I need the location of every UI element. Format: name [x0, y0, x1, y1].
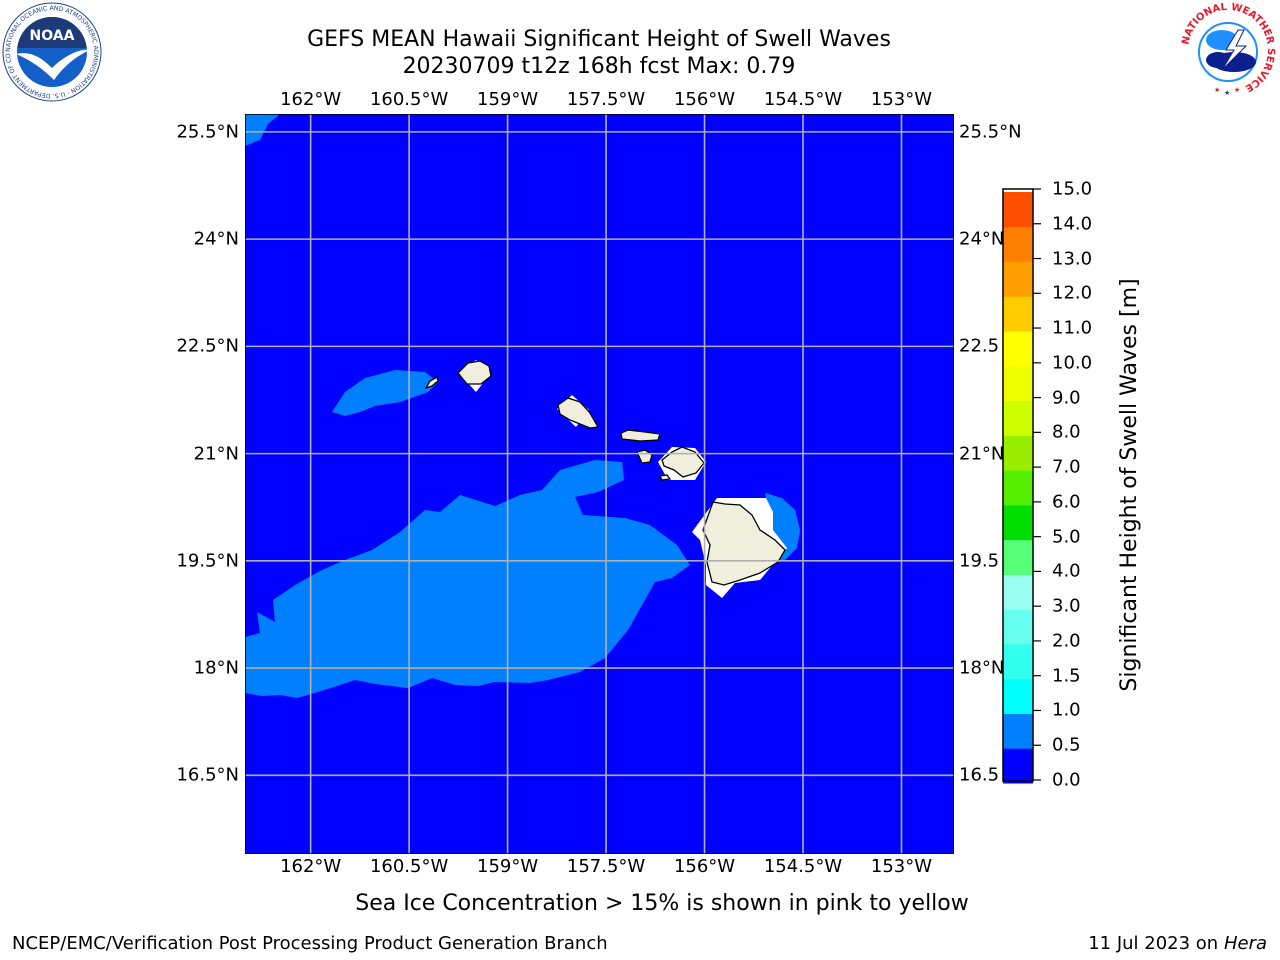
colorbar-label: Significant Height of Swell Waves [m] [1117, 278, 1142, 692]
colorbar-band [1003, 574, 1033, 610]
chart-title-line-2: 20230709 t12z 168h fcst Max: 0.79 [402, 54, 796, 79]
footer-left: NCEP/EMC/Verification Post Processing Pr… [12, 933, 608, 954]
colorbar-tick-label: 3.0 [1052, 595, 1081, 617]
colorbar-tick-label: 1.5 [1052, 665, 1081, 687]
lat-tick-label-right: 24°N [959, 228, 1005, 250]
lon-tick-label-bottom: 160.5°W [369, 856, 449, 877]
lon-tick-label-top: 160.5°W [369, 89, 449, 110]
lat-tick-label-left: 19.5°N [176, 550, 239, 572]
lat-tick-label-left: 25.5°N [176, 121, 239, 143]
colorbar-tick-label: 11.0 [1052, 317, 1093, 339]
colorbar-band [1003, 678, 1033, 714]
island-kauai [457, 360, 492, 385]
colorbar-band [1003, 609, 1033, 645]
colorbar-tick-label: 8.0 [1052, 421, 1081, 443]
colorbar-tick-label: 5.0 [1052, 526, 1081, 548]
island-kahoolawe [659, 474, 672, 481]
colorbar-band [1003, 226, 1033, 263]
colorbar-tick-marks [1033, 188, 1041, 781]
colorbar-band [1003, 400, 1033, 436]
lat-tick-label-left: 18°N [193, 657, 239, 679]
lon-tick-label-bottom: 153°W [870, 856, 933, 877]
nws-logo: NATIONAL WEATHER SERVICE ★ ★ ★ [1180, 2, 1276, 98]
lat-tick-label-right: 16.5 [959, 764, 1000, 786]
colorbar-band [1003, 748, 1033, 784]
swell-region-kauai [332, 370, 438, 416]
lon-tick-label-bottom: 154.5°W [763, 856, 843, 877]
lon-tick-label-top: 154.5°W [763, 89, 843, 110]
colorbar-band [1003, 643, 1033, 680]
colorbar-tick-label: 2.0 [1052, 630, 1081, 652]
colorbar-band [1003, 331, 1033, 367]
colorbar-tick-label: 13.0 [1052, 248, 1093, 270]
lat-tick-label-right: 19.5 [959, 550, 1000, 572]
graticule [245, 114, 954, 854]
lat-tick-label-right: 21°N [959, 443, 1005, 465]
colorbar [1002, 188, 1041, 784]
colorbar-band [1003, 435, 1033, 471]
lon-tick-label-bottom: 162°W [280, 856, 342, 877]
lon-tick-label-top: 153°W [870, 89, 933, 110]
colorbar-tick-label: 6.0 [1052, 491, 1081, 513]
colorbar-tick-label: 10.0 [1052, 352, 1093, 374]
lat-tick-label-right: 22.5 [959, 335, 1000, 357]
noaa-logo: NATIONAL OCEANIC AND ATMOSPHERIC ADMINIS… [2, 2, 102, 102]
colorbar-band [1003, 504, 1033, 541]
colorbar-tick-label: 9.0 [1052, 387, 1081, 409]
svg-text:★: ★ [1214, 86, 1220, 94]
footer-date-text: 11 Jul 2023 on [1088, 933, 1224, 954]
lat-tick-label-left: 24°N [193, 228, 239, 250]
sea-ice-note: Sea Ice Concentration > 15% is shown in … [355, 891, 969, 916]
footer-date: 11 Jul 2023 on Hera [1088, 933, 1267, 954]
island-maui [661, 446, 705, 478]
noaa-logo-text: NOAA [30, 28, 75, 44]
swell-region-large [245, 460, 690, 698]
colorbar-tick-label: 0.0 [1052, 769, 1081, 791]
lat-tick-label-left: 16.5°N [176, 764, 239, 786]
colorbar-tick-label: 7.0 [1052, 456, 1081, 478]
colorbar-band [1003, 261, 1033, 297]
swell-height-map [245, 114, 954, 854]
lat-tick-label-left: 22.5°N [176, 335, 239, 357]
colorbar-band [1003, 365, 1033, 402]
island-molokai [620, 429, 661, 442]
colorbar-tick-label: 12.0 [1052, 282, 1093, 304]
colorbar-band [1003, 539, 1033, 575]
swell-region-top-left [245, 114, 280, 146]
colorbar-band [1003, 470, 1033, 506]
lon-tick-label-bottom: 156°W [673, 856, 736, 877]
islands [424, 360, 786, 586]
island-hawaii [702, 501, 786, 586]
island-niihau [424, 376, 439, 390]
colorbar-band [1003, 192, 1033, 228]
svg-text:★: ★ [1224, 89, 1230, 97]
colorbar-band [1003, 713, 1033, 749]
lon-tick-label-bottom: 157.5°W [566, 856, 646, 877]
lat-tick-label-left: 21°N [193, 443, 239, 465]
lat-tick-label-right: 25.5°N [959, 121, 1022, 143]
colorbar-tick-label: 15.0 [1052, 178, 1093, 200]
lon-tick-label-top: 162°W [280, 89, 342, 110]
lon-tick-label-top: 159°W [477, 89, 539, 110]
lon-tick-label-top: 156°W [673, 89, 736, 110]
chart-title-line-1: GEFS MEAN Hawaii Significant Height of S… [307, 27, 891, 52]
colorbar-tick-label: 0.5 [1052, 734, 1081, 756]
lon-tick-label-bottom: 159°W [477, 856, 539, 877]
svg-text:★: ★ [1234, 86, 1240, 94]
colorbar-bands [1003, 192, 1033, 784]
island-oahu [557, 397, 600, 429]
lat-tick-label-right: 18°N [959, 657, 1005, 679]
colorbar-tick-label: 1.0 [1052, 699, 1081, 721]
footer-machine: Hera [1223, 933, 1267, 954]
colorbar-tick-label: 14.0 [1052, 213, 1093, 235]
colorbar-frame [1002, 188, 1034, 782]
lon-tick-label-top: 157.5°W [566, 89, 646, 110]
colorbar-tick-label: 4.0 [1052, 560, 1081, 582]
colorbar-band [1003, 296, 1033, 332]
